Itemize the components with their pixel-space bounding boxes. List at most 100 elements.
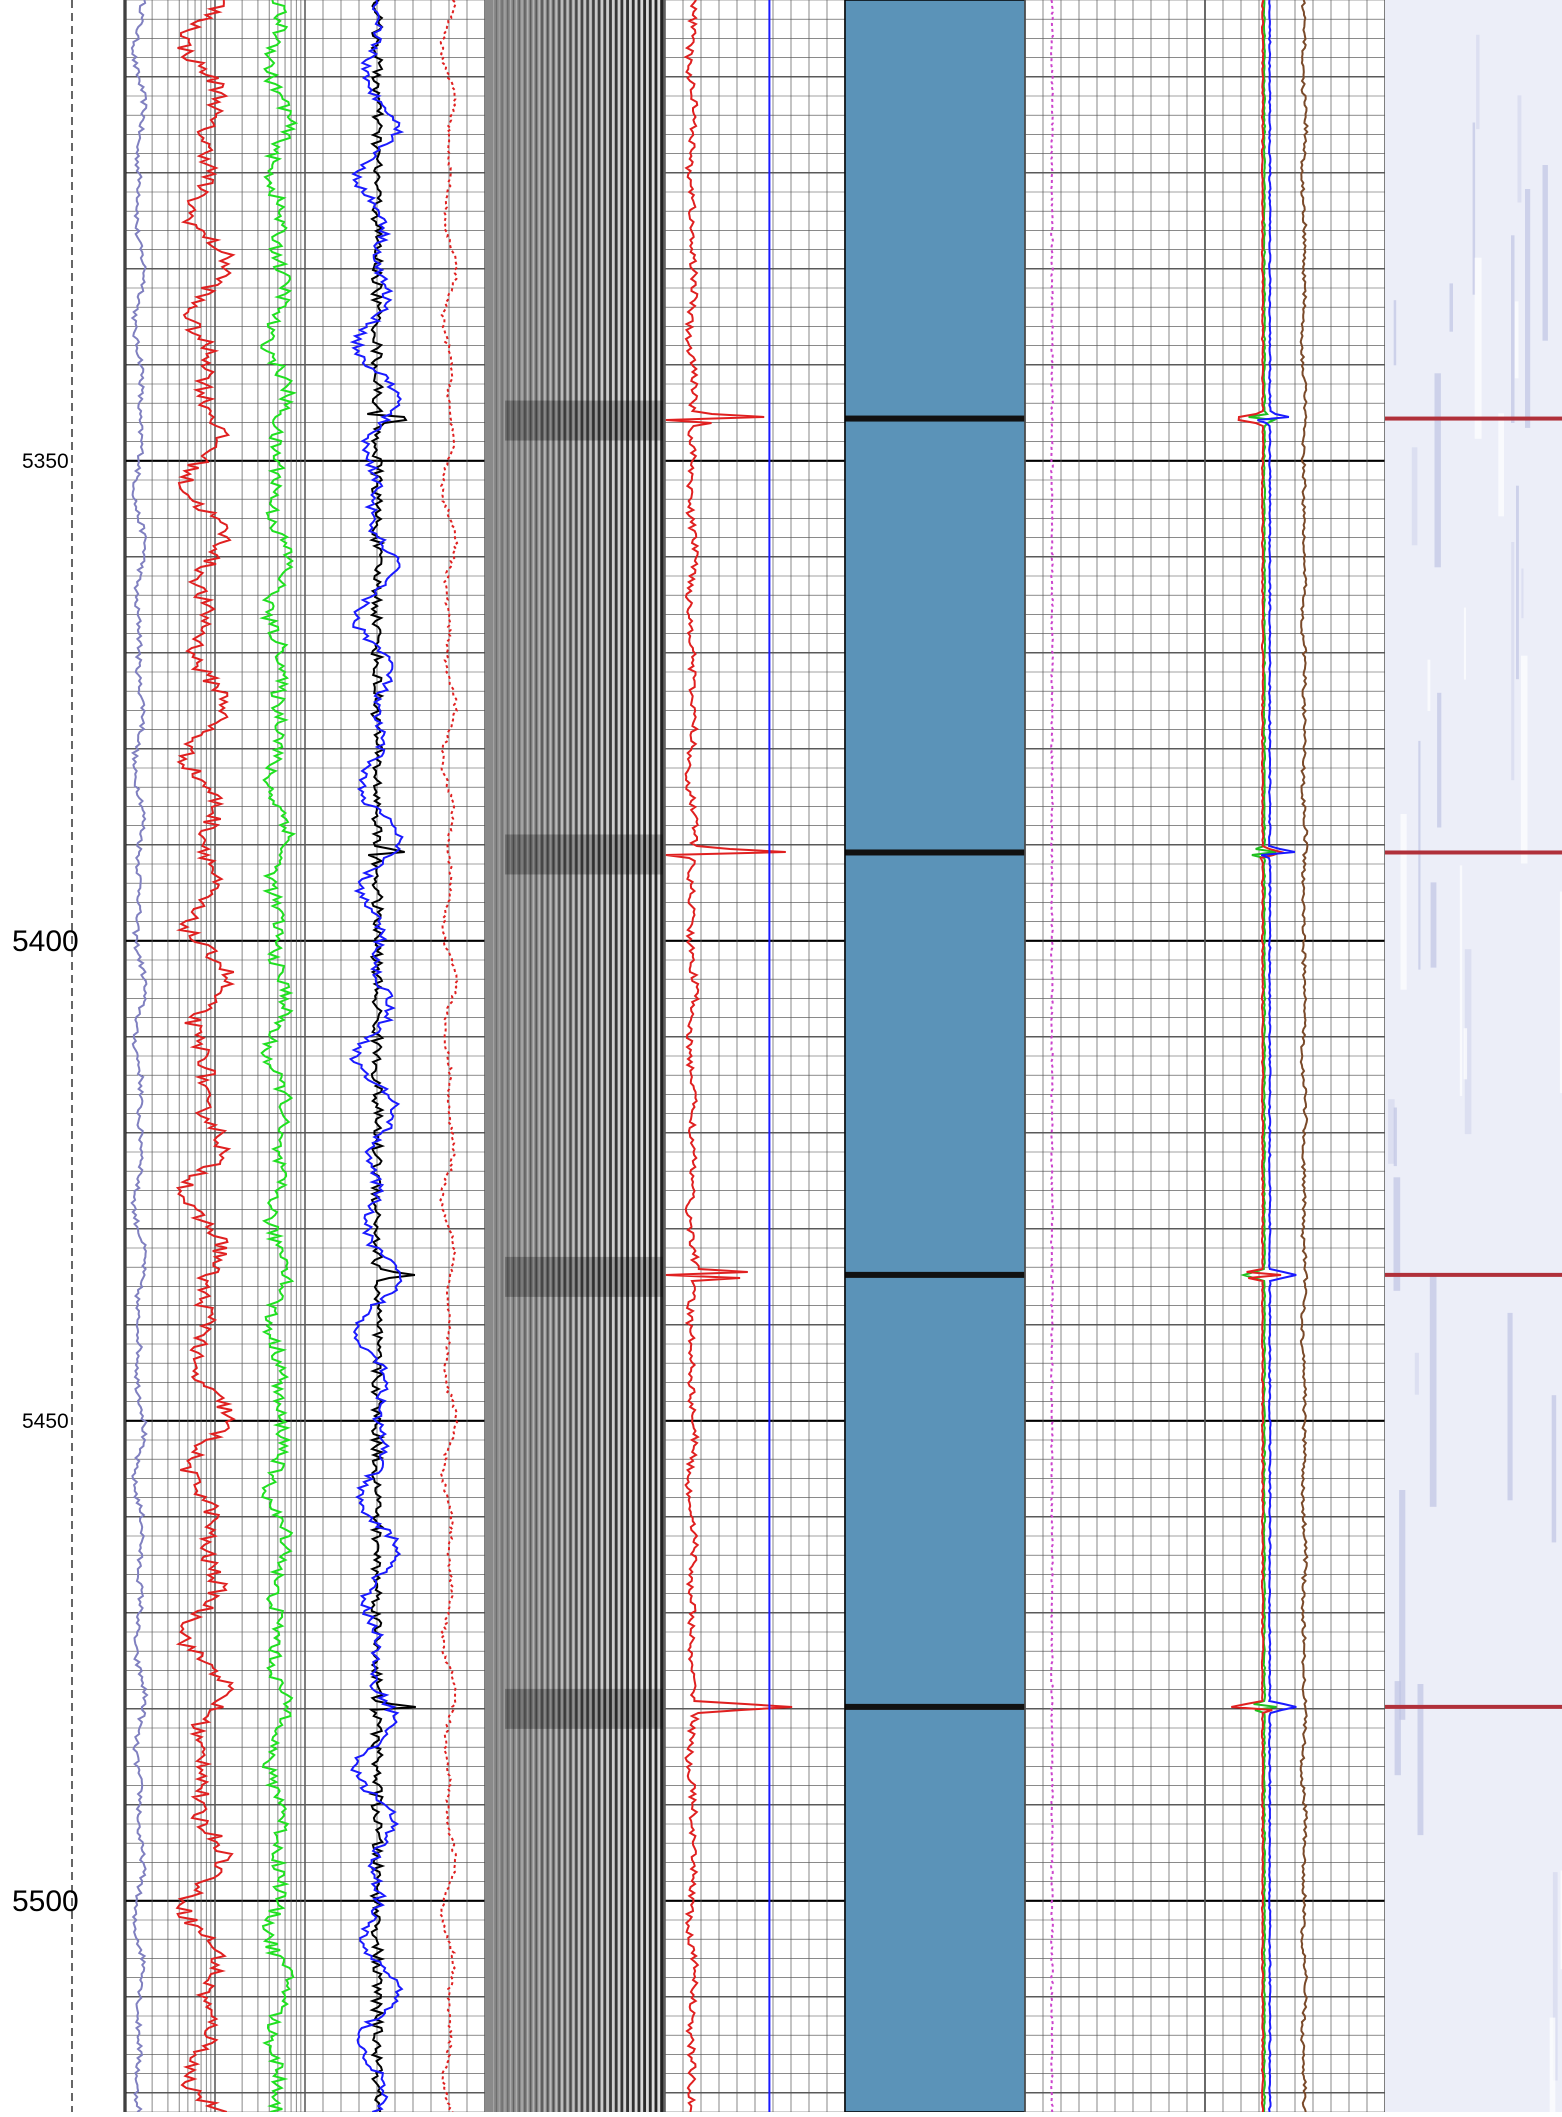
waveform-band: [603, 0, 607, 2112]
image2-streak: [1427, 659, 1431, 711]
waveform-band: [597, 0, 601, 2112]
depth-tick-label: 5450: [22, 1410, 69, 1433]
depth-tick-label: 5400: [12, 925, 79, 958]
waveform-band: [493, 0, 494, 2112]
curve-7-2: [1231, 0, 1285, 2113]
waveform-band: [614, 0, 618, 2112]
image2-streak: [1414, 1352, 1419, 1395]
depth-tick-label: 5500: [12, 1885, 79, 1918]
curve-4-1: [665, 0, 793, 2113]
image-joint-line: [845, 849, 1025, 856]
waveform-band: [507, 0, 509, 2112]
waveform-band: [657, 0, 661, 2112]
waveform-band: [609, 0, 612, 2112]
waveform-band: [646, 0, 650, 2112]
image-background: [845, 0, 1025, 2112]
waveform-band: [569, 0, 572, 2112]
waveform-band: [549, 0, 552, 2112]
waveform-band: [651, 0, 655, 2112]
image2-streak: [1463, 607, 1466, 680]
image2-streak: [1476, 34, 1480, 130]
waveform-band: [626, 0, 630, 2112]
waveform-band: [512, 0, 515, 2112]
waveform-band: [623, 0, 627, 2112]
waveform-joint-shadow: [505, 1256, 663, 1297]
image2-streak: [1552, 1872, 1558, 2081]
image2-streak: [1394, 1681, 1401, 1776]
image2-streak: [1388, 1099, 1395, 1164]
image2-streak: [1560, 1870, 1562, 1970]
image2-streak: [1429, 1275, 1437, 1507]
waveform-band: [529, 0, 532, 2112]
curve-2-1: [367, 0, 416, 2113]
image2-streak: [1520, 655, 1528, 864]
waveform-band: [617, 0, 621, 2112]
image2-streak: [1511, 235, 1515, 423]
waveform-band: [637, 0, 641, 2112]
image2-streak: [1459, 865, 1463, 1096]
image2-streak: [1514, 301, 1519, 379]
image2-streak: [1498, 413, 1504, 517]
image2-streak: [1411, 447, 1418, 546]
curve-6-1: [1049, 0, 1055, 2113]
waveform-band: [595, 0, 598, 2112]
waveform-band: [555, 0, 558, 2112]
image2-joint-line: [1385, 1704, 1562, 1709]
curve-1-3: [259, 0, 299, 2113]
track-3: [485, 0, 665, 2112]
waveform-band: [600, 0, 604, 2112]
waveform-band: [580, 0, 584, 2112]
waveform-band: [521, 0, 523, 2112]
waveform-band: [498, 0, 500, 2112]
curve-1-2: [175, 0, 236, 2113]
waveform-band: [524, 0, 526, 2112]
track-4: [664, 0, 846, 2113]
image2-streak: [1521, 568, 1524, 619]
track-6: [1024, 0, 1206, 2113]
image2-streak: [1393, 1107, 1397, 1167]
waveform-band: [606, 0, 609, 2112]
image2-streak: [1463, 1028, 1468, 1080]
waveform-band: [634, 0, 638, 2112]
image2-streak: [1449, 283, 1453, 332]
waveform-band: [575, 0, 578, 2112]
image-joint-line: [845, 415, 1025, 422]
waveform-band: [532, 0, 535, 2112]
waveform-joint-shadow: [505, 1688, 663, 1729]
waveform-band: [583, 0, 586, 2112]
image2-streak: [1516, 485, 1519, 680]
image2-joint-line: [1385, 1272, 1562, 1277]
waveform-band: [544, 0, 546, 2112]
image2-streak: [1542, 165, 1548, 341]
track-5: [844, 0, 1026, 2113]
curve-2-2: [348, 0, 405, 2113]
waveform-band: [654, 0, 658, 2112]
curve-7-1: [1240, 0, 1278, 2113]
curve-7-3: [1257, 0, 1297, 2113]
waveform-band: [660, 0, 664, 2112]
waveform-band: [563, 0, 566, 2112]
waveform-band: [552, 0, 555, 2112]
waveform-band: [631, 0, 635, 2112]
waveform-band: [527, 0, 529, 2112]
image2-streak: [1511, 542, 1515, 781]
image2-streak: [1517, 95, 1522, 203]
image2-streak: [1393, 300, 1397, 366]
waveform-band: [589, 0, 592, 2112]
waveform-band: [535, 0, 538, 2112]
depth-tick-label: 5350: [22, 450, 69, 473]
track-8: [1385, 0, 1562, 2117]
waveform-band: [578, 0, 581, 2112]
waveform-joint-shadow: [505, 834, 663, 875]
image2-streak: [1417, 1684, 1424, 1836]
waveform-band: [620, 0, 624, 2112]
waveform-band: [643, 0, 647, 2112]
waveform-band: [629, 0, 632, 2112]
waveform-band: [515, 0, 517, 2112]
waveform-band: [501, 0, 503, 2112]
track-7: [1204, 0, 1386, 2113]
waveform-band: [648, 0, 653, 2112]
track-1: [124, 0, 306, 2113]
